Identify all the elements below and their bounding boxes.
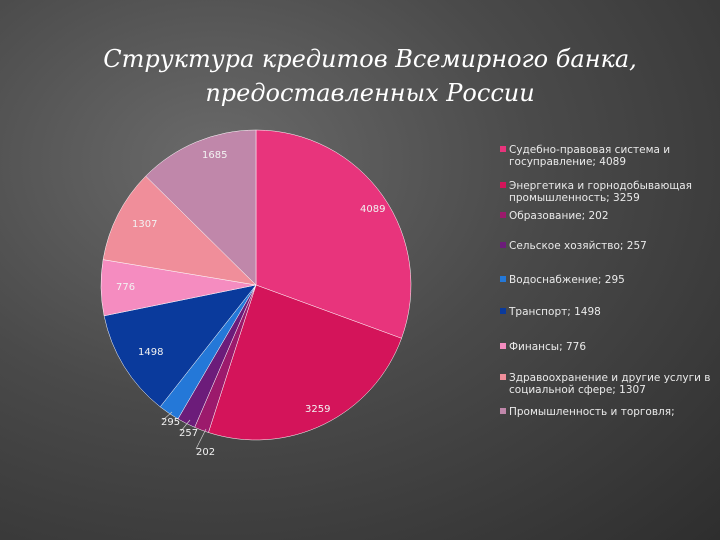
legend-swatch — [500, 146, 506, 152]
legend-label: Судебно-правовая система и госуправление… — [509, 144, 671, 168]
legend-label: Образование; 202 — [509, 210, 609, 222]
leader-line — [162, 411, 173, 421]
legend-item: Судебно-правовая система и госуправление… — [500, 144, 715, 168]
legend-swatch — [500, 242, 506, 248]
legend-label: Водоснабжение; 295 — [509, 274, 625, 286]
legend-swatch — [500, 374, 506, 380]
pie-slice — [145, 129, 257, 286]
legend-swatch — [500, 212, 506, 218]
legend-item: Водоснабжение; 295 — [500, 274, 715, 286]
legend-item: Сельское хозяйство; 257 — [500, 240, 715, 252]
data-label: 295 — [161, 417, 180, 428]
pie-slice — [102, 175, 257, 286]
legend-label: Транспорт; 1498 — [509, 306, 601, 318]
legend-label: Здравоохранение и другие услуги в социал… — [509, 372, 711, 396]
legend-swatch — [500, 276, 506, 282]
data-label: 3259 — [305, 404, 330, 415]
pie-slice — [103, 284, 257, 408]
data-label: 1307 — [132, 219, 157, 230]
leader-line — [195, 428, 207, 450]
legend-swatch — [500, 308, 506, 314]
pie-slice — [255, 129, 412, 339]
legend-item: Промышленность и торговля; — [500, 406, 715, 418]
data-label: 776 — [116, 282, 135, 293]
leader-line — [180, 419, 191, 432]
pie-slice — [208, 284, 402, 441]
data-label: 1685 — [202, 150, 227, 161]
legend-item: Здравоохранение и другие услуги в социал… — [500, 372, 715, 396]
data-label: 4089 — [360, 204, 385, 215]
legend-swatch — [500, 343, 506, 349]
data-label: 257 — [179, 428, 198, 439]
legend-label: Сельское хозяйство; 257 — [509, 240, 647, 252]
legend-label: Промышленность и торговля; — [509, 406, 675, 418]
chart-title: Структура кредитов Всемирного банка, пре… — [103, 45, 637, 107]
legend-item: Энергетика и горнодобывающая промышленно… — [500, 180, 715, 204]
data-label: 202 — [196, 447, 215, 458]
legend-item: Образование; 202 — [500, 210, 715, 222]
legend-item: Транспорт; 1498 — [500, 306, 715, 318]
legend-swatch — [500, 408, 506, 414]
legend-item: Финансы; 776 — [500, 341, 715, 353]
data-label: 1498 — [138, 347, 163, 358]
legend-swatch — [500, 182, 506, 188]
legend-label: Энергетика и горнодобывающая промышленно… — [509, 180, 692, 204]
legend-label: Финансы; 776 — [509, 341, 587, 353]
